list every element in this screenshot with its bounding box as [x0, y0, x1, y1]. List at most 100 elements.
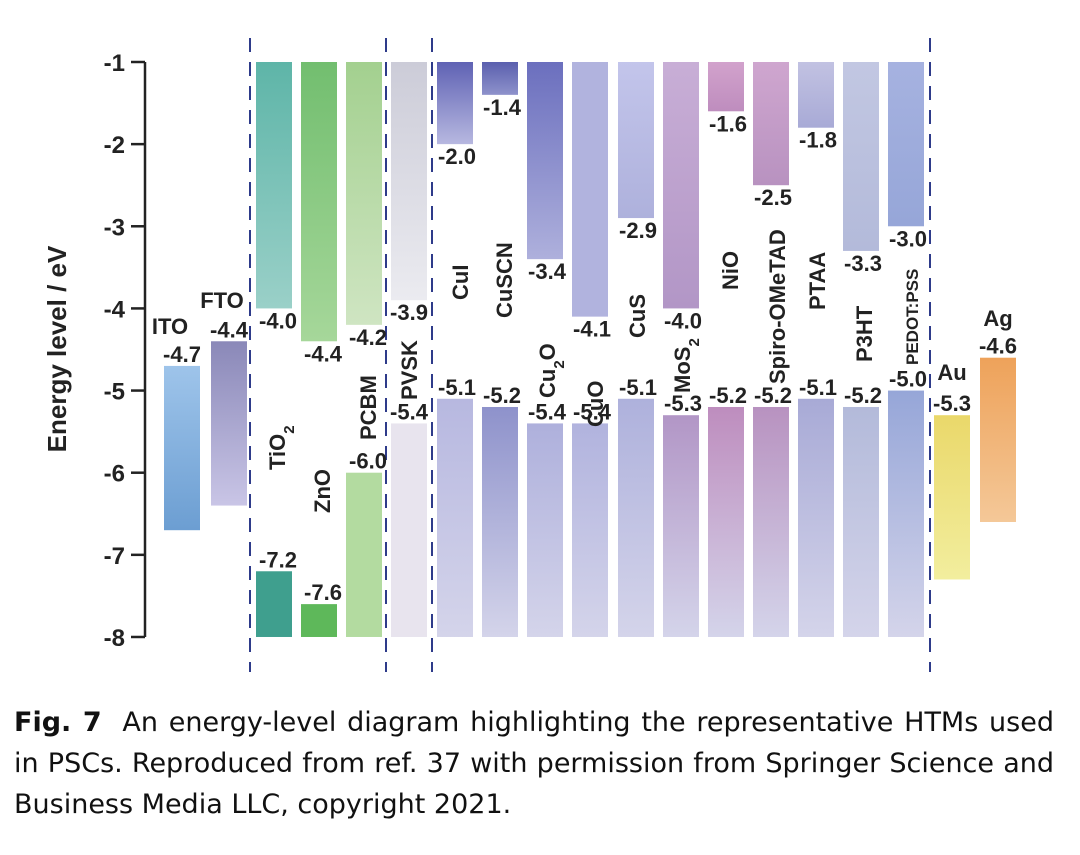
- y-tick-label: -2: [104, 132, 125, 159]
- htm-name-label: PTAA: [805, 252, 830, 310]
- homo-bar: [572, 423, 608, 637]
- figure-caption-text: An energy-level diagram highlighting the…: [14, 707, 1054, 820]
- vb-value-label: -6.0: [349, 449, 387, 474]
- vb-bar-zno: [301, 604, 337, 637]
- electrode-bar-au: [934, 415, 970, 580]
- lumo-bar: [888, 62, 924, 227]
- figure-label: Fig. 7: [14, 707, 102, 738]
- perovskite-vb-label: -5.4: [390, 399, 429, 424]
- electrode-value-label: -5.3: [933, 391, 971, 416]
- vb-bar-pcbm: [346, 472, 382, 637]
- homo-value-label: -5.2: [844, 383, 882, 408]
- htm-name-label: CuSCN: [492, 242, 517, 318]
- vb-value-label: -7.6: [304, 580, 342, 605]
- lumo-bar: [618, 62, 654, 219]
- y-axis-title: Energy level / eV: [42, 245, 72, 452]
- lumo-value-label: -2.0: [438, 144, 476, 169]
- electrode-bar-ag: [980, 357, 1016, 522]
- etm-name-label: TiO2: [265, 425, 298, 470]
- homo-value-label: -5.3: [664, 391, 702, 416]
- lumo-bar: [708, 62, 744, 112]
- lumo-value-label: -3.0: [889, 226, 927, 251]
- lumo-value-label: -1.8: [799, 128, 837, 153]
- homo-bar: [843, 406, 879, 637]
- htm-name-label: CuI: [448, 265, 473, 300]
- figure-caption: Fig. 7 An energy-level diagram highlight…: [14, 702, 1054, 825]
- htm-name-label: P3HT: [852, 305, 877, 362]
- homo-value-label: -5.0: [889, 367, 927, 392]
- lumo-value-label: -1.4: [483, 95, 522, 120]
- cb-value-label: -4.4: [304, 341, 343, 366]
- homo-value-label: -5.4: [573, 399, 612, 424]
- homo-bar: [482, 406, 518, 637]
- perovskite-cb-bar: [391, 62, 427, 301]
- perovskite-name-label: PVSK: [397, 340, 422, 400]
- vb-bar-tio: [256, 571, 292, 637]
- homo-bar: [527, 423, 563, 637]
- lumo-value-label: -4.1: [573, 317, 611, 342]
- y-tick-label: -7: [104, 543, 125, 570]
- htm-name-label: PEDOT:PSS: [903, 269, 922, 365]
- htm-name-label: NiO: [718, 251, 743, 290]
- homo-bar: [753, 406, 789, 637]
- cb-value-label: -4.0: [259, 308, 297, 333]
- electrode-name-label: Ag: [983, 306, 1012, 331]
- homo-value-label: -5.1: [438, 375, 476, 400]
- cb-value-label: -4.2: [349, 325, 387, 350]
- homo-bar: [663, 415, 699, 637]
- electrode-bar-ito: [164, 365, 200, 531]
- y-tick-label: -4: [104, 296, 126, 323]
- lumo-value-label: -3.4: [528, 259, 567, 284]
- homo-bar: [888, 390, 924, 637]
- lumo-value-label: -1.6: [709, 111, 747, 136]
- electrode-name-label: Au: [937, 360, 966, 385]
- lumo-bar: [437, 62, 473, 145]
- lumo-value-label: -2.9: [619, 218, 657, 243]
- htm-name-label: MoS2: [670, 338, 703, 393]
- homo-value-label: -5.1: [799, 375, 837, 400]
- electrode-bar-fto: [211, 341, 247, 506]
- lumo-bar: [527, 62, 563, 260]
- lumo-value-label: -3.3: [844, 251, 882, 276]
- lumo-bar: [843, 62, 879, 251]
- homo-bar: [437, 398, 473, 637]
- electrode-name-label: ITO: [152, 314, 188, 339]
- htm-name-label: Spiro-OMeTAD: [765, 229, 790, 384]
- homo-value-label: -5.2: [709, 383, 747, 408]
- vb-value-label: -7.2: [259, 547, 297, 572]
- electrode-name-label: FTO: [200, 288, 244, 313]
- lumo-bar: [753, 62, 789, 186]
- lumo-bar: [572, 62, 608, 317]
- etm-name-label: ZnO: [310, 469, 335, 513]
- htm-name-label: Cu2O: [535, 343, 568, 398]
- perovskite-cb-label: -3.9: [390, 300, 428, 325]
- htm-name-label: CuO: [583, 381, 608, 427]
- lumo-value-label: -4.0: [664, 308, 702, 333]
- y-tick-label: -8: [104, 625, 125, 652]
- y-tick-label: -3: [104, 214, 125, 241]
- lumo-value-label: -2.5: [754, 185, 792, 210]
- y-tick-label: -6: [104, 461, 125, 488]
- cb-bar-zno: [301, 62, 337, 342]
- electrode-value-label: -4.7: [163, 342, 201, 367]
- homo-value-label: -5.2: [483, 383, 521, 408]
- homo-bar: [708, 406, 744, 637]
- cb-bar-tio: [256, 62, 292, 309]
- htm-name-label: CuS: [625, 294, 650, 338]
- homo-value-label: -5.4: [528, 399, 567, 424]
- homo-bar: [798, 398, 834, 637]
- lumo-bar: [798, 62, 834, 128]
- homo-value-label: -5.1: [619, 375, 657, 400]
- electrode-value-label: -4.6: [979, 334, 1017, 359]
- homo-bar: [618, 398, 654, 637]
- y-tick-label: -5: [104, 379, 125, 406]
- lumo-bar: [482, 62, 518, 95]
- y-tick-label: -1: [104, 50, 125, 77]
- etm-name-label: PCBM: [356, 375, 381, 440]
- cb-bar-pcbm: [346, 62, 382, 325]
- perovskite-vb-bar: [391, 423, 427, 637]
- energy-level-chart: -1 -2 -3 -4 -5 -6 -7 -8 Energy level / eV -4.7 -4.…: [42, 38, 1017, 672]
- homo-value-label: -5.2: [754, 383, 792, 408]
- lumo-bar: [663, 62, 699, 309]
- electrode-value-label: -4.4: [210, 317, 249, 342]
